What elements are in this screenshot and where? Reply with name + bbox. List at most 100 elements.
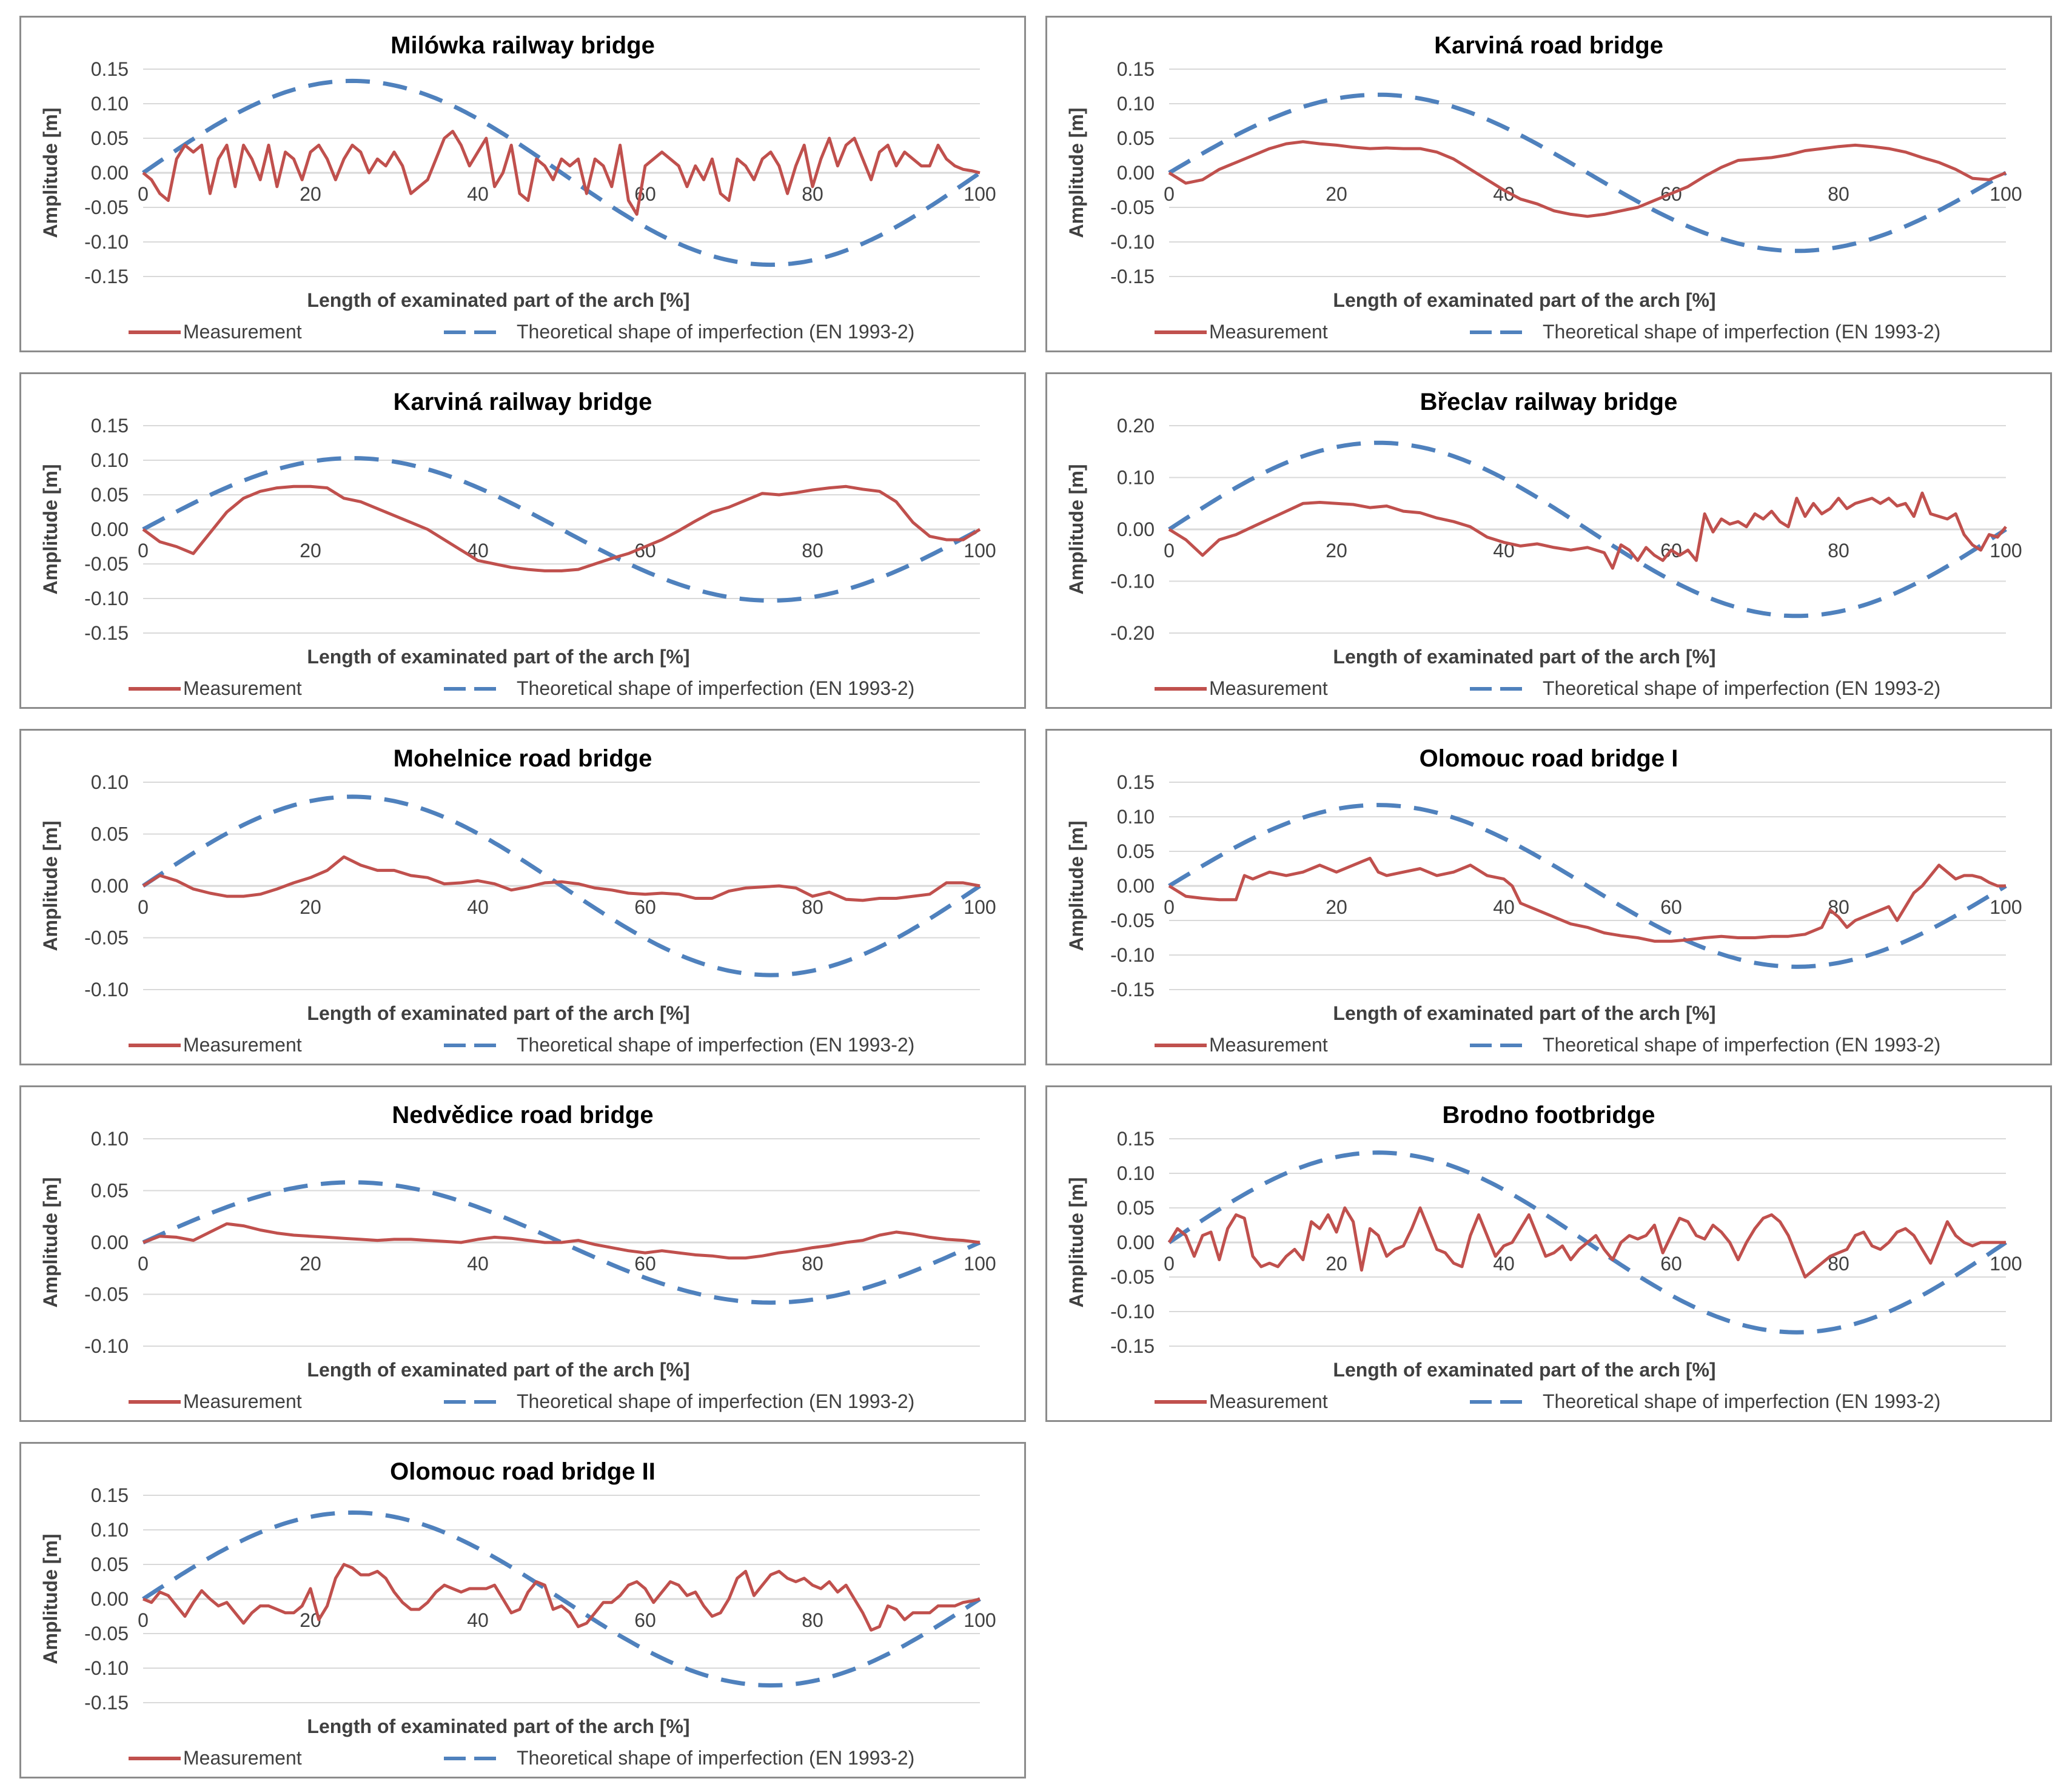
measurement-series-line <box>142 130 981 216</box>
x-tick-label: 60 <box>634 1609 656 1631</box>
y-tick-label: 0.10 <box>91 1519 129 1541</box>
theory-series-line <box>142 456 981 603</box>
x-tick-label: 20 <box>1326 1253 1347 1275</box>
theory-series-line <box>142 1180 981 1305</box>
y-tick-label: -0.05 <box>1110 1266 1155 1288</box>
y-tick-label: -0.15 <box>1110 266 1155 287</box>
x-tick-label: 0 <box>1164 183 1175 205</box>
chart-svg-karvina-road-bridge: Karviná road bridge 0.15 0.10 0.05 0.00 -0.05… <box>1065 32 2022 343</box>
theory-series-line <box>142 1510 981 1688</box>
legend-measurement-label: Measurement <box>183 1747 302 1769</box>
x-tick-label: 80 <box>1828 540 1849 561</box>
x-tick-label: 20 <box>300 183 321 205</box>
y-tick-label: -0.05 <box>84 1284 129 1306</box>
y-tick-label: 0.15 <box>1117 58 1155 80</box>
legend-theory-label: Theoretical shape of imperfection (EN 19… <box>517 1747 914 1769</box>
y-tick-label: 0.00 <box>91 1588 129 1610</box>
y-tick-label: -0.10 <box>1110 1301 1155 1322</box>
chart-svg-olomouc-road-bridge-i: Olomouc road bridge I 0.15 0.10 0.05 0.00 -0.… <box>1065 745 2022 1056</box>
y-tick-label: -0.15 <box>84 1692 129 1714</box>
x-tick-label: 80 <box>802 896 823 918</box>
x-tick-label: 100 <box>1990 183 2022 205</box>
y-axis-title: Amplitude [m] <box>39 464 61 594</box>
y-tick-label: -0.15 <box>1110 1335 1155 1357</box>
x-tick-label: 20 <box>300 896 321 918</box>
x-tick-label: 60 <box>634 896 656 918</box>
x-axis-title: Length of examinated part of the arch [%… <box>1333 1359 1715 1381</box>
y-axis-title: Amplitude [m] <box>1065 1177 1087 1307</box>
x-tick-label: 80 <box>802 540 823 561</box>
theory-series-line <box>1168 92 2007 253</box>
legend-theory-label: Theoretical shape of imperfection (EN 19… <box>1543 1390 1940 1412</box>
y-tick-label: 0.05 <box>91 823 129 845</box>
x-tick-label: 100 <box>964 896 996 918</box>
y-axis-title: Amplitude [m] <box>1065 107 1087 238</box>
y-axis-title: Amplitude [m] <box>1065 820 1087 951</box>
x-axis-title: Length of examinated part of the arch [%… <box>1333 646 1715 668</box>
x-tick-label: 60 <box>1660 896 1682 918</box>
legend-theory-label: Theoretical shape of imperfection (EN 19… <box>1543 1034 1940 1056</box>
y-tick-label: 0.00 <box>1117 875 1155 897</box>
y-tick-label: 0.15 <box>91 1484 129 1506</box>
legend-measurement-label: Measurement <box>183 1034 302 1056</box>
measurement-series-line <box>1167 1206 2006 1279</box>
x-axis-title: Length of examinated part of the arch [%… <box>307 646 689 668</box>
chart-title: Olomouc road bridge II <box>390 1458 655 1485</box>
chart-panel-olomouc-road-bridge-ii: Olomouc road bridge II 0.15 0.10 0.05 0.00 -0… <box>19 1442 1026 1778</box>
x-tick-label: 40 <box>467 896 489 918</box>
x-tick-label: 40 <box>1493 896 1515 918</box>
x-tick-label: 40 <box>467 1609 489 1631</box>
chart-panel-breclav-railway-bridge: Břeclav railway bridge 0.20 0.10 0.00 -0.10 -… <box>1045 372 2052 709</box>
x-tick-label: 100 <box>964 183 996 205</box>
x-tick-label: 100 <box>964 1609 996 1631</box>
x-tick-label: 0 <box>138 1253 149 1275</box>
x-tick-label: 60 <box>1660 1253 1682 1275</box>
x-tick-label: 0 <box>1164 896 1175 918</box>
y-tick-label: -0.05 <box>84 196 129 218</box>
y-tick-label: -0.05 <box>1110 910 1155 931</box>
measurement-series-line <box>1168 856 2006 943</box>
y-tick-label: -0.05 <box>1110 196 1155 218</box>
chart-title: Karviná railway bridge <box>394 389 652 415</box>
x-tick-label: 80 <box>1828 896 1849 918</box>
y-tick-label: -0.10 <box>84 231 129 253</box>
chart-panel-mohelnice-road-bridge: Mohelnice road bridge 0.10 0.05 0.00 -0.05 -0… <box>19 729 1026 1065</box>
y-axis-title: Amplitude [m] <box>1065 464 1087 594</box>
x-tick-label: 20 <box>1326 896 1347 918</box>
chart-title: Nedvědice road bridge <box>392 1102 653 1128</box>
chart-title: Olomouc road bridge I <box>1420 745 1678 772</box>
y-axis-title: Amplitude [m] <box>39 1177 61 1307</box>
x-axis-title: Length of examinated part of the arch [%… <box>307 1002 689 1024</box>
y-tick-label: 0.10 <box>1117 806 1155 828</box>
theory-series-line <box>142 78 981 267</box>
measurement-series-line <box>1168 491 2007 570</box>
y-tick-label: 0.05 <box>1117 1197 1155 1219</box>
y-tick-label: -0.10 <box>1110 944 1155 966</box>
y-tick-label: 0.15 <box>91 415 129 437</box>
x-tick-label: 20 <box>300 540 321 561</box>
y-tick-label: 0.00 <box>91 875 129 897</box>
chart-svg-nedvedice-road-bridge: Nedvědice road bridge 0.10 0.05 0.00 -0.05 -0… <box>39 1102 996 1412</box>
y-tick-label: -0.10 <box>84 1335 129 1357</box>
chart-svg-brodno-footbridge: Brodno footbridge 0.15 0.10 0.05 0.00 -0.05 -0… <box>1065 1102 2022 1412</box>
y-tick-label: 0.05 <box>91 484 129 506</box>
y-tick-label: 0.20 <box>1117 415 1155 437</box>
chart-title: Karviná road bridge <box>1434 32 1663 59</box>
y-tick-label: 0.05 <box>91 1554 129 1575</box>
y-tick-label: 0.15 <box>1117 771 1155 793</box>
chart-title: Břeclav railway bridge <box>1420 389 1678 415</box>
y-tick-label: 0.10 <box>91 1128 129 1150</box>
y-tick-label: -0.15 <box>84 622 129 644</box>
y-tick-label: 0.00 <box>91 1232 129 1253</box>
y-tick-label: -0.15 <box>1110 979 1155 1001</box>
chart-svg-olomouc-road-bridge-ii: Olomouc road bridge II 0.15 0.10 0.05 0.00 -0… <box>39 1458 996 1769</box>
legend-measurement-label: Measurement <box>183 1390 302 1412</box>
y-tick-label: 0.00 <box>1117 518 1155 540</box>
chart-panel-milowka-railway-bridge: Milówka railway bridge 0.15 0.10 0.05 0.00 -0… <box>19 16 1026 352</box>
chart-panel-karvina-road-bridge: Karviná road bridge 0.15 0.10 0.05 0.00 -0.05… <box>1045 16 2052 352</box>
x-tick-label: 0 <box>1164 540 1175 561</box>
x-tick-label: 0 <box>138 1609 149 1631</box>
measurement-series-line <box>1168 140 2007 218</box>
legend-theory-label: Theoretical shape of imperfection (EN 19… <box>1543 321 1940 343</box>
chart-title: Milówka railway bridge <box>391 32 655 59</box>
